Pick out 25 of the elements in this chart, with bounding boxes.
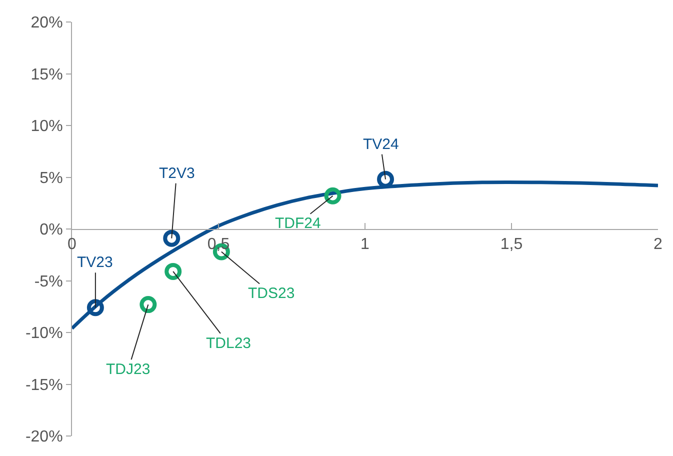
point (140, 296, 157, 314)
y-tick-label: 15% (30, 66, 63, 84)
y-tick-label: 5% (40, 170, 63, 187)
annotation: TDL23 (206, 335, 252, 352)
y-tick-label: -15% (25, 376, 63, 394)
x-tick-label: 0 (68, 236, 77, 254)
y-tick-label: -10% (25, 325, 63, 342)
point (164, 262, 182, 280)
annotation: TDS23 (248, 285, 295, 302)
annotation: TDF24 (275, 215, 321, 232)
annotation: T2V3 (159, 165, 195, 182)
x-tick-label: 1 (360, 236, 370, 254)
point (324, 187, 342, 204)
y-tick-label: 0% (40, 222, 63, 239)
y-tick-label: -5% (34, 273, 63, 290)
annotation: TV23 (77, 254, 113, 271)
x-tick-label: 2 (654, 236, 663, 254)
point (86, 299, 104, 316)
annotation: TV24 (363, 136, 399, 153)
x-tick-label: 1,5 (500, 236, 523, 254)
point (163, 230, 180, 247)
y-tick-label: -20% (25, 428, 63, 446)
y-tick-label: 20% (30, 14, 63, 32)
annotation: TDJ23 (106, 361, 150, 378)
y-tick-label: 10% (30, 118, 63, 136)
